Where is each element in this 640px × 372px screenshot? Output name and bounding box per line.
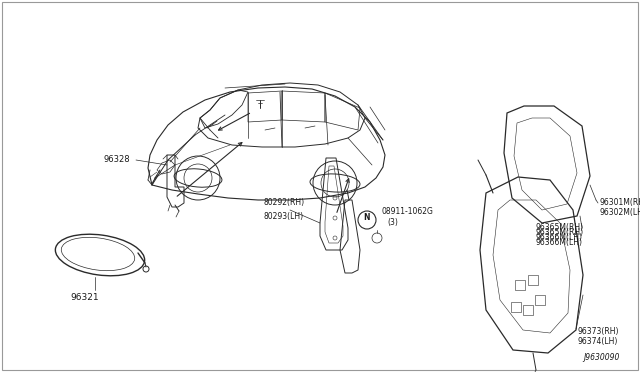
Text: 96374(LH): 96374(LH) [578, 337, 618, 346]
Text: 96365M(RH): 96365M(RH) [535, 228, 583, 237]
Text: 96328: 96328 [104, 155, 130, 164]
Text: 80293(LH): 80293(LH) [264, 212, 304, 221]
Text: (3): (3) [387, 218, 398, 228]
Text: 96365M(RH): 96365M(RH) [535, 223, 583, 232]
Text: 80292(RH): 80292(RH) [264, 199, 305, 208]
Text: 96301M(RH): 96301M(RH) [600, 198, 640, 207]
Text: 96302M(LH): 96302M(LH) [600, 208, 640, 217]
Text: N: N [364, 212, 371, 221]
Text: 96321: 96321 [70, 293, 99, 302]
Text: J9630090: J9630090 [584, 353, 620, 362]
Text: 08911-1062G: 08911-1062G [381, 208, 433, 217]
Text: 96366M(LH): 96366M(LH) [535, 238, 582, 247]
Text: 96373(RH): 96373(RH) [578, 327, 620, 336]
Text: 96366M(LH): 96366M(LH) [535, 233, 582, 242]
